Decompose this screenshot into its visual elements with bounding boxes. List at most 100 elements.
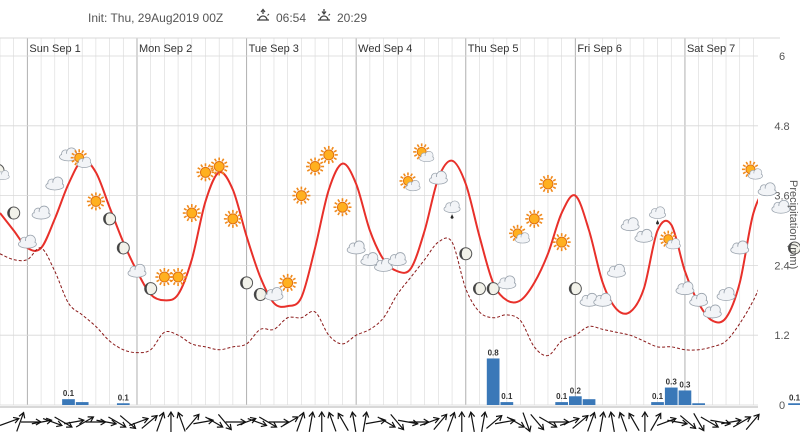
moon-shape	[253, 287, 267, 301]
wind-arrow-icon	[167, 410, 175, 432]
wind-arrow-icon	[397, 419, 419, 427]
wind-arrow-icon	[258, 416, 278, 428]
wind-arrow-icon	[318, 410, 326, 432]
precip-bar	[486, 358, 500, 405]
moon-shape	[144, 282, 158, 296]
night-icon	[459, 247, 473, 261]
moon-shape	[459, 247, 473, 261]
wind-arrow-icon	[141, 414, 158, 429]
wind-arrow-icon	[530, 413, 545, 431]
day-label: Wed Sep 4	[358, 43, 412, 55]
cloud-shape	[702, 304, 722, 319]
wind-arrow-icon	[700, 416, 720, 428]
precip-bar	[582, 399, 596, 405]
wind-arrow-icon	[618, 411, 628, 432]
wind-arrow-icon	[185, 413, 200, 431]
wind-arrow-icon	[108, 416, 127, 428]
cloud-shape	[634, 228, 654, 243]
moon-shape	[568, 282, 582, 296]
sun-shape	[306, 157, 325, 176]
cloud-shape	[593, 292, 613, 307]
night-icon	[486, 282, 500, 296]
night-icon	[240, 276, 254, 290]
cloud-shape	[689, 292, 709, 307]
moon-shape	[103, 212, 117, 226]
moon-shape	[486, 282, 500, 296]
cloud-icon	[607, 263, 626, 278]
precip-bar	[788, 403, 800, 405]
wind-arrow-icon	[650, 412, 662, 431]
cloud-icon	[428, 170, 448, 185]
day-labels: Sun Sep 1 Mon Sep 2 Tue Sep 3 Wed Sep 4 Thu …	[29, 43, 735, 55]
cloud-shape	[675, 281, 695, 296]
cloud-shape	[607, 263, 626, 278]
sun-shape	[182, 204, 201, 223]
dewpoint-line	[0, 237, 758, 357]
cloud-shape	[374, 257, 393, 272]
wind-arrow-icon	[349, 411, 357, 432]
cloud-shape	[45, 176, 65, 191]
wind-arrow-icon	[0, 416, 20, 426]
cloud-icon	[730, 240, 750, 255]
wind-arrow-icon	[64, 417, 86, 425]
cloud-drop-icon	[649, 206, 667, 225]
y-tick-label: 4.8	[774, 121, 789, 133]
cloud-icon	[264, 287, 284, 301]
precip-bar	[651, 402, 664, 405]
sun-shape	[525, 209, 544, 228]
cloud-shape	[17, 234, 37, 249]
wind-arrow-icon	[362, 411, 370, 432]
sun-shape	[210, 157, 229, 176]
cloud-shape	[757, 182, 777, 197]
sun-cloud-icon	[399, 172, 421, 192]
init-label: Init: Thu, 29Aug2019 00Z	[88, 11, 223, 25]
precip-bar-label: 0.3	[679, 380, 691, 389]
wind-arrow-icon	[693, 413, 705, 432]
wind-arrow-icon	[419, 416, 440, 426]
wind-arrow-icon	[732, 416, 752, 428]
sun-shape	[86, 192, 105, 211]
cloud-shape	[665, 238, 681, 250]
temperature-line	[0, 159, 758, 324]
precip-bar-label: 0.1	[556, 392, 568, 401]
precip-bar	[692, 403, 705, 405]
cloud-shape	[346, 240, 366, 255]
sun-cloud-icon	[413, 143, 435, 163]
night-icon	[568, 282, 582, 296]
wind-arrow-icon	[667, 419, 689, 427]
sun-shape	[196, 163, 215, 182]
wind-arrow-icon	[468, 411, 476, 432]
sun-cloud-icon	[741, 160, 763, 180]
night-icon	[7, 206, 21, 220]
wind-arrow-icon	[608, 411, 616, 432]
sun-icon	[210, 157, 229, 176]
wind-arrow-icon	[721, 417, 743, 425]
precip-bar-label: 0.1	[789, 393, 800, 402]
cloud-shape	[497, 275, 517, 290]
day-label: Mon Sep 2	[139, 43, 192, 55]
wind-arrow-icon	[628, 412, 640, 431]
wind-arrow-icon	[458, 410, 466, 432]
cloud-icon	[689, 292, 709, 307]
cloud-shape	[264, 287, 284, 301]
y-tick-label: 2.4	[774, 260, 789, 272]
sunrise-icon	[256, 8, 270, 21]
wind-arrow-icon	[679, 415, 697, 430]
moon-shape	[240, 276, 254, 290]
chart-header: Init: Thu, 29Aug2019 00Z 06:54 20:29	[88, 8, 367, 25]
cloud-icon	[771, 199, 791, 214]
wind-arrow-icon	[308, 411, 316, 432]
sun-icon	[278, 273, 297, 292]
y-tick-label: 3.6	[774, 191, 789, 203]
sun-shape	[319, 145, 338, 164]
wind-arrow-icon	[205, 416, 224, 428]
cloud-shape	[127, 263, 147, 278]
day-label: Tue Sep 3	[249, 43, 299, 55]
cloud-icon	[716, 287, 736, 301]
wind-arrow-icon	[296, 411, 306, 432]
wind-arrow-icon	[408, 418, 430, 426]
precip-bar-label: 0.1	[501, 392, 513, 401]
wind-arrow-icon	[710, 419, 732, 427]
night-icon	[144, 282, 158, 296]
